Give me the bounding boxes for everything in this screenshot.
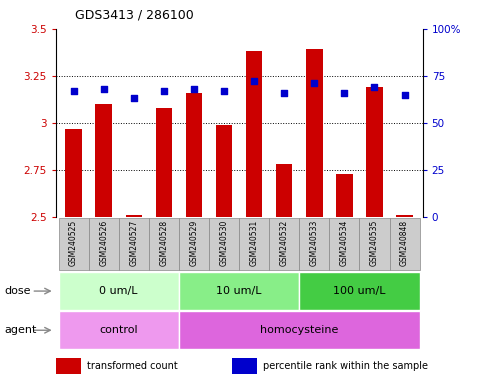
Point — [190, 86, 198, 92]
Text: GSM240526: GSM240526 — [99, 220, 108, 266]
Text: percentile rank within the sample: percentile rank within the sample — [263, 361, 428, 371]
Bar — [366, 87, 383, 217]
Bar — [58, 272, 179, 310]
Text: agent: agent — [5, 325, 37, 335]
Point — [280, 90, 288, 96]
Bar — [246, 51, 262, 217]
Text: GSM240532: GSM240532 — [280, 220, 289, 266]
Bar — [306, 50, 323, 217]
Point — [341, 90, 348, 96]
Text: GSM240534: GSM240534 — [340, 220, 349, 266]
Bar — [149, 218, 179, 270]
Point — [220, 88, 228, 94]
Bar — [359, 218, 389, 270]
Bar — [276, 164, 293, 217]
Text: transformed count: transformed count — [87, 361, 177, 371]
Bar — [65, 129, 82, 217]
Bar — [239, 218, 269, 270]
Bar — [156, 108, 172, 217]
Text: GSM240529: GSM240529 — [189, 220, 199, 266]
Point — [100, 86, 108, 92]
Bar — [89, 218, 119, 270]
Text: control: control — [99, 325, 138, 335]
Bar — [58, 218, 89, 270]
Bar — [299, 218, 329, 270]
Bar — [396, 215, 413, 217]
Text: GSM240530: GSM240530 — [220, 220, 228, 266]
Text: GSM240848: GSM240848 — [400, 220, 409, 266]
Bar — [185, 93, 202, 217]
Bar — [179, 311, 420, 349]
Bar — [96, 104, 112, 217]
Point — [401, 91, 409, 98]
Bar — [389, 218, 420, 270]
Text: GSM240528: GSM240528 — [159, 220, 169, 266]
Point — [370, 84, 378, 90]
Bar — [299, 272, 420, 310]
Bar — [336, 174, 353, 217]
Bar — [126, 215, 142, 217]
Point — [130, 95, 138, 101]
Text: GSM240533: GSM240533 — [310, 220, 319, 266]
Point — [311, 80, 318, 86]
Text: homocysteine: homocysteine — [260, 325, 339, 335]
Text: GSM240531: GSM240531 — [250, 220, 258, 266]
Text: 100 um/L: 100 um/L — [333, 286, 386, 296]
Bar — [209, 218, 239, 270]
Bar — [179, 218, 209, 270]
Bar — [269, 218, 299, 270]
Bar — [58, 311, 179, 349]
Text: GSM240525: GSM240525 — [69, 220, 78, 266]
Bar — [232, 359, 257, 374]
Text: GSM240527: GSM240527 — [129, 220, 138, 266]
Text: GDS3413 / 286100: GDS3413 / 286100 — [75, 8, 194, 21]
Bar — [216, 125, 232, 217]
Bar — [329, 218, 359, 270]
Text: 0 um/L: 0 um/L — [99, 286, 138, 296]
Bar — [119, 218, 149, 270]
Bar — [56, 359, 81, 374]
Text: 10 um/L: 10 um/L — [216, 286, 262, 296]
Point — [70, 88, 77, 94]
Text: dose: dose — [5, 286, 31, 296]
Bar — [179, 272, 299, 310]
Point — [160, 88, 168, 94]
Text: GSM240535: GSM240535 — [370, 220, 379, 266]
Point — [250, 78, 258, 84]
